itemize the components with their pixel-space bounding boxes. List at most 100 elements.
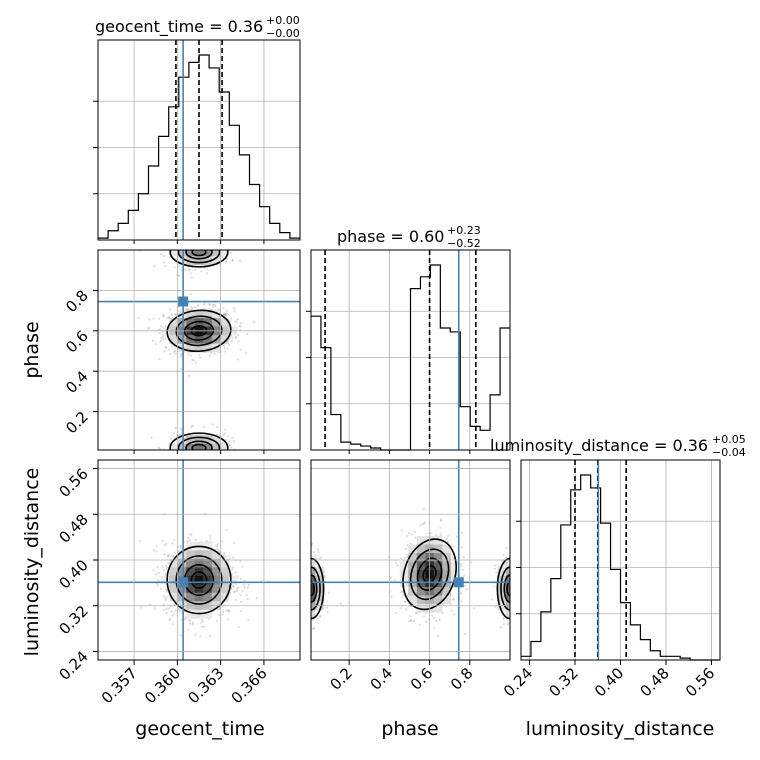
scatter-phase-luminosity-distance-sample-1169 xyxy=(512,600,514,602)
scatter-geocent-time-phase-cell-1--3-0 xyxy=(169,250,179,257)
scatter-geocent-time-luminosity-distance-sample-92 xyxy=(230,568,234,571)
scatter-phase-luminosity-distance-sample-899 xyxy=(306,587,308,589)
scatter-phase-luminosity-distance-cell-0-1--2 xyxy=(433,553,443,562)
scatter-phase-luminosity-distance-sample-1003 xyxy=(527,579,529,581)
scatter-geocent-time-phase-cell-1-0-1 xyxy=(194,256,204,266)
scatter-geocent-time-luminosity-distance-sample-63 xyxy=(172,613,175,616)
scatter-phase-luminosity-distance-sample-124 xyxy=(408,532,411,535)
scatter-geocent-time-phase-sample-1101 xyxy=(190,247,192,249)
scatter-geocent-time-phase-sample-641 xyxy=(235,336,238,339)
scatter-geocent-time-phase-sample-1096 xyxy=(164,265,167,268)
axis-geocent-time-xtick-label-3: 0.366 xyxy=(228,664,271,707)
scatter-phase-luminosity-distance-sample-759 xyxy=(312,551,316,554)
scatter-phase-luminosity-distance-sample-827 xyxy=(309,589,311,591)
scatter-phase-luminosity-distance-sample-748 xyxy=(305,582,307,584)
scatter-geocent-time-luminosity-distance-sample-114 xyxy=(152,549,156,552)
scatter-geocent-time-phase-sample-1130 xyxy=(177,274,181,277)
scatter-phase-luminosity-distance-sample-1147 xyxy=(513,580,515,582)
xlabel-luminosity-distance: luminosity_distance xyxy=(526,718,715,740)
scatter-phase-luminosity-distance-sample-970 xyxy=(518,584,520,586)
scatter-phase-luminosity-distance-sample-941 xyxy=(296,617,298,619)
title-phase: phase = 0.60 xyxy=(337,227,444,246)
scatter-geocent-time-phase-sample-1407 xyxy=(199,455,201,457)
scatter-geocent-time-luminosity-distance-sample-448 xyxy=(173,538,176,541)
scatter-geocent-time-luminosity-distance-sample-317 xyxy=(169,617,172,620)
scatter-geocent-time-phase-sample-196 xyxy=(245,351,248,355)
scatter-phase-luminosity-distance-sample-232 xyxy=(402,594,405,597)
scatter-geocent-time-phase-sample-1179 xyxy=(181,455,183,457)
axis-geocent-time-xtick-label-1: 0.360 xyxy=(141,664,184,707)
scatter-phase-luminosity-distance-sample-863 xyxy=(303,592,305,594)
scatter-phase-luminosity-distance-sample-324 xyxy=(423,522,426,525)
scatter-geocent-time-phase-sample-936 xyxy=(200,243,202,245)
scatter-geocent-time-luminosity-distance-sample-1086 xyxy=(209,634,212,638)
scatter-geocent-time-luminosity-distance-sample-104 xyxy=(222,553,225,556)
scatter-phase-luminosity-distance-sample-901 xyxy=(302,574,304,576)
scatter-geocent-time-phase-sample-961 xyxy=(200,247,202,249)
scatter-geocent-time-phase-contour-0-2 xyxy=(183,320,215,341)
scatter-phase-luminosity-distance-sample-1161 xyxy=(510,588,512,590)
scatter-phase-luminosity-distance-sample-418 xyxy=(393,579,396,582)
scatter-geocent-time-phase-cell-0-0-2 xyxy=(194,343,204,353)
scatter-geocent-time-phase-sample-754 xyxy=(209,303,212,306)
scatter-geocent-time-phase-sample-1441 xyxy=(209,452,211,454)
scatter-geocent-time-phase-cell-1--2-0 xyxy=(177,250,187,257)
scatter-phase-luminosity-distance-sample-862 xyxy=(306,579,308,581)
scatter-geocent-time-phase-sample-720 xyxy=(172,350,175,353)
scatter-geocent-time-phase-contour-0-3 xyxy=(190,325,208,337)
scatter-geocent-time-luminosity-distance-cell-0-3-1 xyxy=(220,584,230,594)
scatter-geocent-time-phase-sample-1200 xyxy=(174,453,176,455)
scatter-geocent-time-phase-contour-2-1 xyxy=(177,436,221,450)
scatter-geocent-time-phase-sample-997 xyxy=(203,267,206,270)
scatter-phase-luminosity-distance-sample-768 xyxy=(304,587,306,589)
scatter-geocent-time-luminosity-distance-sample-501 xyxy=(228,565,231,568)
scatter-phase-luminosity-distance-sample-121 xyxy=(437,634,440,638)
scatter-geocent-time-phase-sample-1042 xyxy=(188,241,190,243)
scatter-geocent-time-phase-sample-122 xyxy=(158,317,161,320)
scatter-geocent-time-phase-cell-2-0-0 xyxy=(194,443,204,450)
scatter-geocent-time-luminosity-distance-sample-43 xyxy=(247,583,250,587)
scatter-phase-luminosity-distance-contour-0-2 xyxy=(416,557,443,591)
scatter-phase-luminosity-distance-sample-469 xyxy=(421,523,424,526)
scatter-geocent-time-phase-sample-914 xyxy=(216,246,218,248)
scatter-geocent-time-phase-sample-901 xyxy=(199,242,201,244)
scatter-geocent-time-phase-sample-1280 xyxy=(187,451,189,453)
scatter-geocent-time-luminosity-distance-cell-0-2--1 xyxy=(211,567,221,577)
scatter-geocent-time-phase-sample-1444 xyxy=(186,453,188,455)
scatter-geocent-time-luminosity-distance-cell-0-2-1 xyxy=(211,584,221,594)
scatter-phase-luminosity-distance-sample-398 xyxy=(447,534,450,538)
scatter-phase-luminosity-distance-sample-260 xyxy=(423,521,426,524)
scatter-phase-luminosity-distance-sample-716 xyxy=(307,580,309,582)
scatter-geocent-time-luminosity-distance-sample-198 xyxy=(191,623,194,626)
scatter-phase-luminosity-distance-sample-972 xyxy=(522,600,524,602)
scatter-phase-luminosity-distance-sample-1091 xyxy=(517,610,519,612)
scatter-geocent-time-phase-sample-490 xyxy=(208,303,211,306)
scatter-geocent-time-phase-sample-1110 xyxy=(217,242,219,244)
scatter-phase-luminosity-distance-sample-1024 xyxy=(514,551,516,553)
scatter-geocent-time-phase-sample-367 xyxy=(190,293,193,296)
scatter-geocent-time-phase-sample-1170 xyxy=(221,441,224,444)
scatter-geocent-time-phase-sample-796 xyxy=(236,318,239,321)
axis-phase-left-ytick-label-3: 0.8 xyxy=(62,287,92,317)
scatter-geocent-time-luminosity-distance-sample-963 xyxy=(209,537,212,540)
scatter-phase-luminosity-distance-sample-912 xyxy=(295,565,297,567)
scatter-phase-luminosity-distance-cell-0-1--1 xyxy=(433,561,443,571)
scatter-phase-luminosity-distance-sample-715 xyxy=(308,607,310,609)
scatter-geocent-time-phase-sample-841 xyxy=(162,314,165,317)
scatter-geocent-time-luminosity-distance-cell-0-4-0 xyxy=(228,575,238,585)
axis-phase-xtick-label-1: 0.4 xyxy=(367,664,397,694)
scatter-phase-luminosity-distance-sample-819 xyxy=(307,580,309,582)
scatter-phase-luminosity-distance-sample-1055 xyxy=(510,586,512,588)
scatter-phase-luminosity-distance-sample-700 xyxy=(317,548,320,551)
scatter-geocent-time-luminosity-distance-sample-740 xyxy=(200,618,203,621)
scatter-geocent-time-phase-sample-1381 xyxy=(199,465,201,467)
scatter-geocent-time-luminosity-distance-sample-485 xyxy=(171,622,174,626)
scatter-phase-luminosity-distance-sample-1060 xyxy=(517,620,519,622)
scatter-geocent-time-luminosity-distance-cell-0--1-4 xyxy=(186,609,196,619)
scatter-phase-luminosity-distance-sample-745 xyxy=(303,591,305,593)
scatter-geocent-time-phase-sample-1080 xyxy=(206,267,209,270)
scatter-phase-luminosity-distance-sample-940 xyxy=(305,586,307,588)
scatter-geocent-time-phase-sample-919 xyxy=(162,261,165,264)
scatter-phase-luminosity-distance-sample-646 xyxy=(439,533,442,536)
scatter-geocent-time-luminosity-distance-cell-0-0--2 xyxy=(194,558,204,568)
